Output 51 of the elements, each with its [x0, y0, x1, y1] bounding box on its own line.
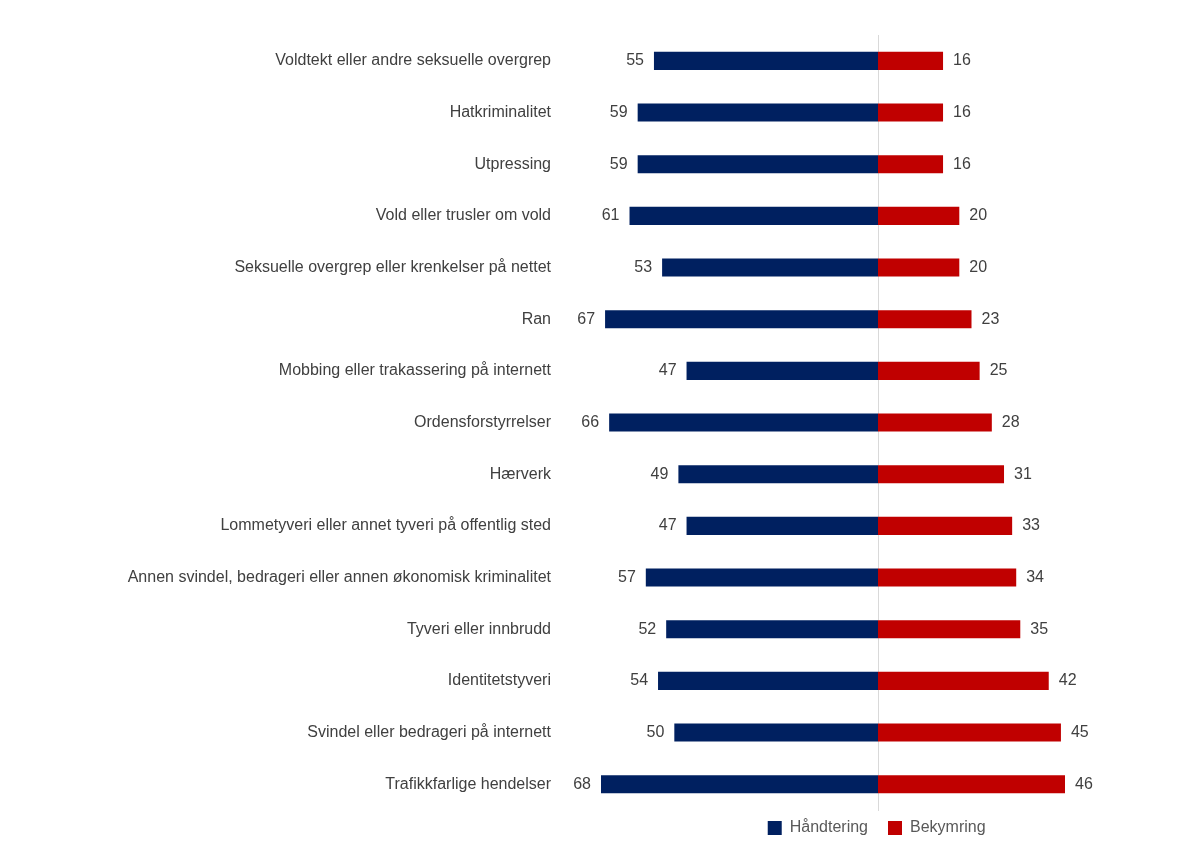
data-label: 28 [1001, 412, 1020, 430]
bar [878, 103, 944, 122]
data-label: 47 [658, 361, 677, 379]
data-label: 55 [626, 51, 645, 69]
y-tick-label: Ordensforstyrrelser [414, 412, 552, 430]
y-tick-label: Annen svindel, bedrageri eller annen økonomisk kriminalitet [127, 567, 552, 585]
y-tick-label: Ran [521, 309, 551, 327]
bar [878, 51, 944, 70]
bar [878, 155, 944, 174]
data-label: 42 [1058, 671, 1077, 689]
data-label: 16 [953, 154, 971, 172]
data-label: 46 [1075, 774, 1093, 792]
data-label: 59 [609, 154, 628, 172]
y-tick-label: Voldtekt eller andre seksuelle overgrep [275, 51, 552, 69]
y-tick-label: Seksuelle overgrep eller krenkelser på nettet [234, 257, 552, 275]
y-tick-label: Tyveri eller innbrudd [406, 619, 551, 637]
data-label: 53 [634, 257, 653, 275]
data-label: 20 [969, 257, 988, 275]
data-label: 67 [577, 309, 596, 327]
data-label: 68 [573, 774, 592, 792]
legend-label: Bekymring [910, 818, 986, 836]
data-label: 34 [1026, 567, 1045, 585]
data-label: 31 [1014, 464, 1032, 482]
data-label: 45 [1070, 722, 1089, 740]
bar [878, 206, 960, 225]
y-tick-label: Mobbing eller trakassering på internett [278, 361, 552, 379]
y-tick-label: Trafikkfarlige hendelser [385, 774, 552, 792]
data-label: 47 [658, 516, 677, 534]
data-label: 59 [609, 102, 628, 120]
y-tick-label: Utpressing [474, 154, 551, 172]
data-label: 25 [989, 361, 1008, 379]
data-label: 35 [1030, 619, 1049, 637]
data-label: 49 [650, 464, 669, 482]
y-tick-label: Svindel eller bedrageri på internett [307, 722, 552, 740]
data-label: 57 [618, 567, 636, 585]
data-label: 52 [638, 619, 657, 637]
legend-label: Håndtering [789, 818, 869, 836]
data-label: 16 [953, 51, 971, 69]
y-tick-label: Hatkriminalitet [449, 102, 552, 120]
data-label: 66 [581, 412, 600, 430]
data-label: 23 [981, 309, 1000, 327]
y-tick-label: Hærverk [489, 464, 552, 482]
data-label: 61 [601, 206, 620, 224]
y-tick-label: Vold eller trusler om vold [375, 206, 551, 224]
data-label: 33 [1022, 516, 1041, 534]
data-label: 20 [969, 206, 988, 224]
data-label: 16 [953, 102, 971, 120]
y-tick-label: Lommetyveri eller annet tyveri på offentlig sted [220, 516, 551, 534]
data-label: 50 [646, 722, 665, 740]
y-tick-label: Identitetstyveri [447, 671, 551, 689]
data-label: 54 [630, 671, 649, 689]
